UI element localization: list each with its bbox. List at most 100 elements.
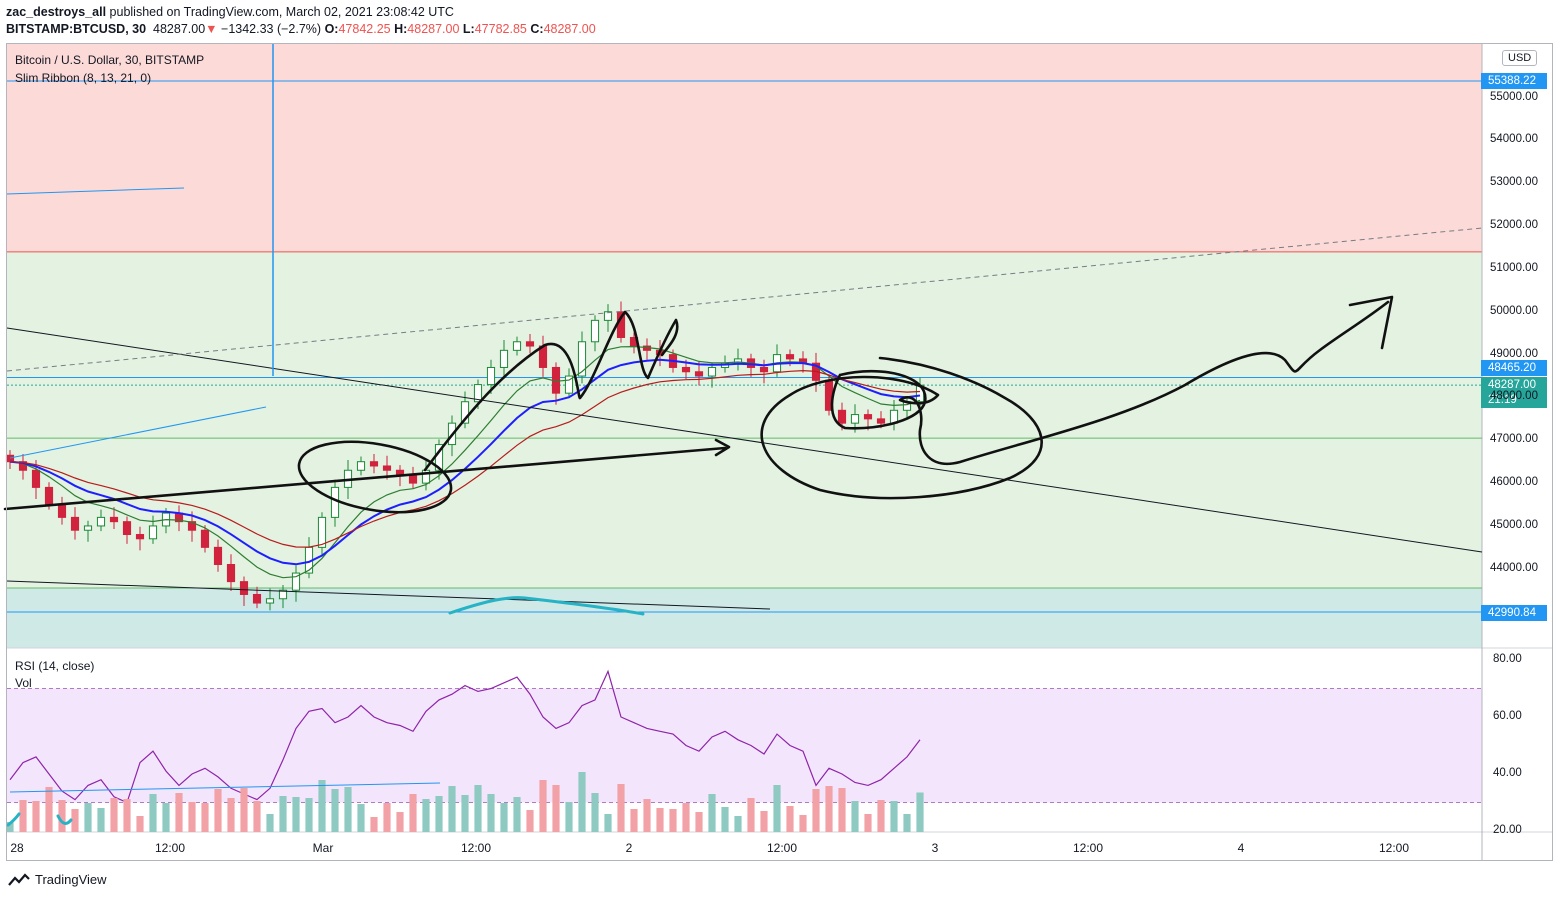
candle-body xyxy=(382,465,392,471)
candle-body xyxy=(83,525,93,531)
candle-body xyxy=(213,546,223,565)
candle-body xyxy=(876,418,886,424)
volume-bar xyxy=(97,808,105,832)
high-label: H: xyxy=(394,22,408,36)
candle-body xyxy=(850,414,860,424)
volume-bar xyxy=(799,815,807,832)
volume-bar xyxy=(630,809,638,832)
candle-body xyxy=(122,521,132,536)
candle-body xyxy=(291,572,301,591)
zone-teal xyxy=(7,588,1482,648)
candle-body xyxy=(486,366,496,386)
last-price: 48287.00 xyxy=(153,22,206,36)
volume-bar xyxy=(253,801,261,832)
volume-bar xyxy=(71,809,79,832)
candle-body xyxy=(135,534,145,540)
volume-bar xyxy=(838,788,846,832)
volume-bar xyxy=(344,787,352,832)
open-label: O: xyxy=(324,22,339,36)
price-axis-tick-label: 50000.00 xyxy=(1490,304,1538,317)
price-axis-tick-label: 48000.00 xyxy=(1490,390,1538,403)
high-value: 48287.00 xyxy=(407,22,460,36)
low-value: 47782.85 xyxy=(474,22,527,36)
price-axis-tick-label: 55000.00 xyxy=(1490,90,1538,103)
rsi-legend[interactable]: RSI (14, close) xyxy=(15,659,95,673)
volume-bar xyxy=(227,798,235,832)
volume-bar xyxy=(136,816,144,832)
candle-body xyxy=(70,516,80,531)
volume-bar xyxy=(760,811,768,832)
candle-body xyxy=(499,349,509,368)
change-arrow-icon: ▼ xyxy=(205,22,218,36)
rsi-axis-tick-label: 40.00 xyxy=(1493,767,1522,779)
volume-bar xyxy=(851,801,859,832)
countdown-tag: 21:19 xyxy=(1481,392,1547,408)
volume-bar xyxy=(552,785,560,832)
candle-body xyxy=(148,525,158,540)
volume-bar xyxy=(318,780,326,832)
volume-bar xyxy=(448,786,456,832)
volume-bar xyxy=(240,788,248,832)
candle-body xyxy=(369,461,379,467)
volume-bar xyxy=(162,803,170,832)
price-axis-tick-label: 52000.00 xyxy=(1490,219,1538,232)
volume-bar xyxy=(175,793,183,832)
candle-body xyxy=(837,409,847,424)
time-axis-tick-label: 12:00 xyxy=(766,841,798,855)
price-axis-tick-label: 49000.00 xyxy=(1490,347,1538,360)
volume-bar xyxy=(695,812,703,832)
lower-trend-line xyxy=(6,580,771,610)
annotation-teal-curve xyxy=(448,596,645,616)
blue-ray-mid xyxy=(9,406,267,459)
candle-body xyxy=(31,469,41,488)
candle-body xyxy=(694,371,704,377)
annotation-zigzag xyxy=(423,310,679,472)
annotation-arrow-right xyxy=(3,438,731,511)
volume-bar xyxy=(825,786,833,832)
volume-legend[interactable]: Vol xyxy=(15,676,32,690)
volume-bar xyxy=(331,789,339,832)
candle-body xyxy=(707,366,717,377)
volume-bar xyxy=(123,799,131,832)
symbol-legend[interactable]: Bitcoin / U.S. Dollar, 30, BITSTAMP xyxy=(15,53,205,67)
volume-bar xyxy=(19,800,27,832)
annotation-small-loop xyxy=(830,369,927,430)
candle-body xyxy=(18,461,28,471)
time-axis-tick-label: Mar xyxy=(312,841,334,855)
candle-body xyxy=(577,341,587,377)
candle-body xyxy=(460,401,470,424)
support-price-tag: 42990.84 xyxy=(1481,605,1547,621)
volume-bar xyxy=(32,801,40,832)
footer-brand[interactable]: TradingView xyxy=(8,872,107,887)
rsi-line xyxy=(9,669,921,804)
close-value: 48287.00 xyxy=(543,22,596,36)
candle-body xyxy=(109,516,119,523)
candle-body xyxy=(564,375,574,394)
annotation-teal-ticks xyxy=(6,812,73,827)
time-axis-tick-label: 4 xyxy=(1237,841,1245,855)
low-label: L: xyxy=(462,22,475,36)
currency-badge[interactable]: USD xyxy=(1502,50,1538,66)
volume-bar xyxy=(812,789,820,832)
volume-bar xyxy=(6,822,14,832)
volume-bar xyxy=(305,798,313,832)
volume-bar xyxy=(474,785,482,832)
candle-body xyxy=(278,589,288,600)
candle-body xyxy=(473,384,483,403)
volume-bar xyxy=(435,796,443,832)
rsi-axis-tick-label: 80.00 xyxy=(1493,653,1522,665)
chart-frame xyxy=(6,43,1553,861)
ribbon-legend[interactable]: Slim Ribbon (8, 13, 21, 0) xyxy=(15,71,152,85)
time-axis-tick-label: 28 xyxy=(10,841,24,855)
candle-body xyxy=(603,311,613,321)
author-name[interactable]: zac_destroys_all xyxy=(6,5,107,19)
candle-body xyxy=(512,341,522,351)
price-axis-tick-label: 47000.00 xyxy=(1490,433,1538,446)
candle-body xyxy=(681,366,691,373)
candle-body xyxy=(239,581,249,595)
price-axis-tick-label: 46000.00 xyxy=(1490,476,1538,489)
candle-body xyxy=(525,341,535,347)
volume-bar xyxy=(396,812,404,832)
volume-bar xyxy=(708,794,716,832)
